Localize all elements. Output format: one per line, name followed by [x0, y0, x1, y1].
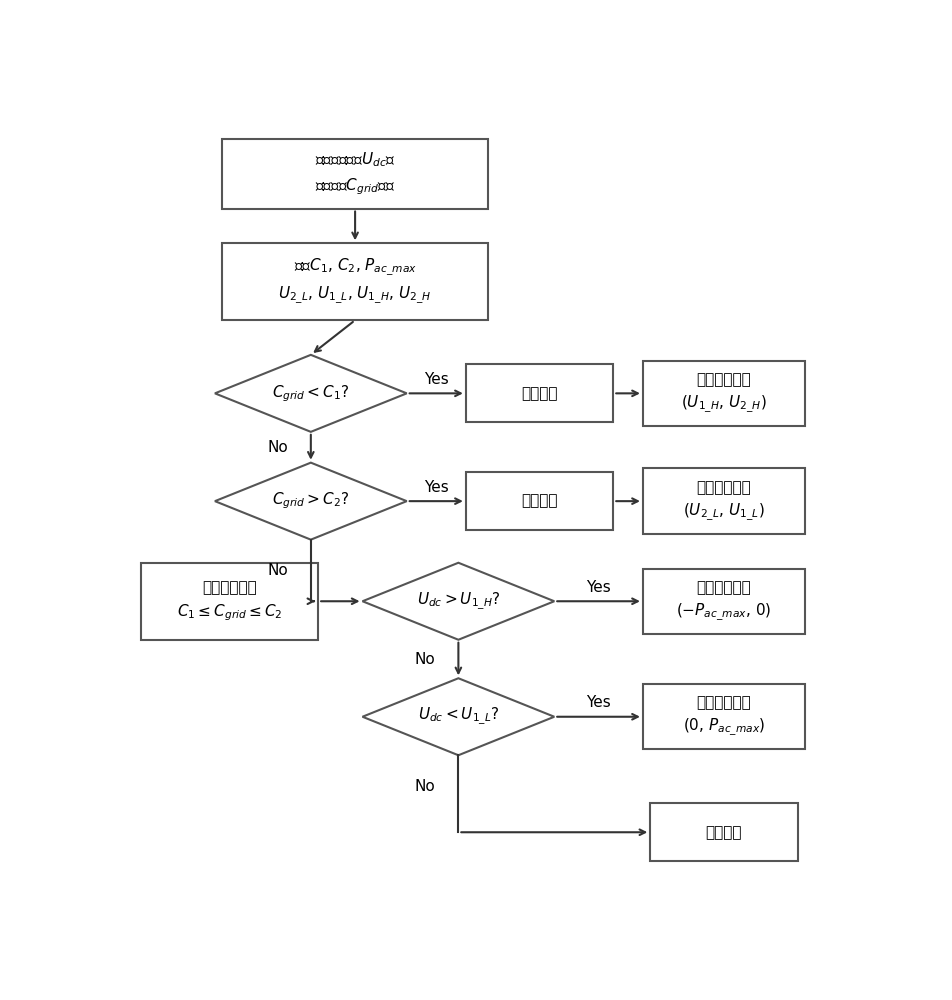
Bar [643, 468, 805, 534]
Polygon shape [215, 463, 407, 540]
Text: No: No [268, 563, 288, 578]
Text: 常规运行状态
$C_1 \leq C_{grid} \leq C_2$: 常规运行状态 $C_1 \leq C_{grid} \leq C_2$ [177, 580, 283, 623]
Text: 售电状态: 售电状态 [522, 494, 558, 509]
Text: 购电状态: 购电状态 [522, 386, 558, 401]
Text: 电压下垂控制
($U_{2\_L}$, $U_{1\_L}$): 电压下垂控制 ($U_{2\_L}$, $U_{1\_L}$) [684, 480, 764, 523]
Text: Yes: Yes [586, 580, 611, 595]
Text: Yes: Yes [424, 480, 448, 495]
Bar [466, 472, 613, 530]
Text: No: No [268, 440, 288, 455]
Text: 功率下垂控制
($-P_{ac\_max}$, 0): 功率下垂控制 ($-P_{ac\_max}$, 0) [676, 580, 772, 623]
Polygon shape [363, 563, 554, 640]
Text: 功率下垂控制
(0, $P_{ac\_max}$): 功率下垂控制 (0, $P_{ac\_max}$) [683, 695, 765, 738]
Bar [650, 803, 798, 861]
Polygon shape [363, 678, 554, 755]
Text: 设定$C_1$, $C_2$, $P_{ac\_max}$
$U_{2\_L}$, $U_{1\_L}$, $U_{1\_H}$, $U_{2\_H}$: 设定$C_1$, $C_2$, $P_{ac\_max}$ $U_{2\_L}$… [279, 257, 431, 306]
Polygon shape [215, 355, 407, 432]
Bar [466, 364, 613, 422]
Bar [643, 569, 805, 634]
Text: $C_{grid}<C_1$?: $C_{grid}<C_1$? [272, 383, 349, 404]
Bar [643, 684, 805, 749]
Bar [223, 243, 488, 320]
Bar [223, 139, 488, 209]
Text: Yes: Yes [424, 372, 448, 387]
Bar [141, 563, 318, 640]
Text: No: No [415, 652, 436, 666]
Text: No: No [415, 779, 436, 794]
Text: $U_{dc}>U_{1\_H}$?: $U_{dc}>U_{1\_H}$? [417, 591, 500, 612]
Text: Yes: Yes [586, 695, 611, 710]
Text: 待机状态: 待机状态 [705, 825, 743, 840]
Text: 采集母线电压$U_{dc}$及
电网电价$C_{grid}$信息: 采集母线电压$U_{dc}$及 电网电价$C_{grid}$信息 [315, 151, 395, 197]
Text: 电压下垂控制
($U_{1\_H}$, $U_{2\_H}$): 电压下垂控制 ($U_{1\_H}$, $U_{2\_H}$) [681, 372, 767, 415]
Text: $U_{dc}<U_{1\_L}$?: $U_{dc}<U_{1\_L}$? [418, 706, 499, 727]
Text: $C_{grid}>C_2$?: $C_{grid}>C_2$? [272, 491, 349, 511]
Bar [643, 361, 805, 426]
